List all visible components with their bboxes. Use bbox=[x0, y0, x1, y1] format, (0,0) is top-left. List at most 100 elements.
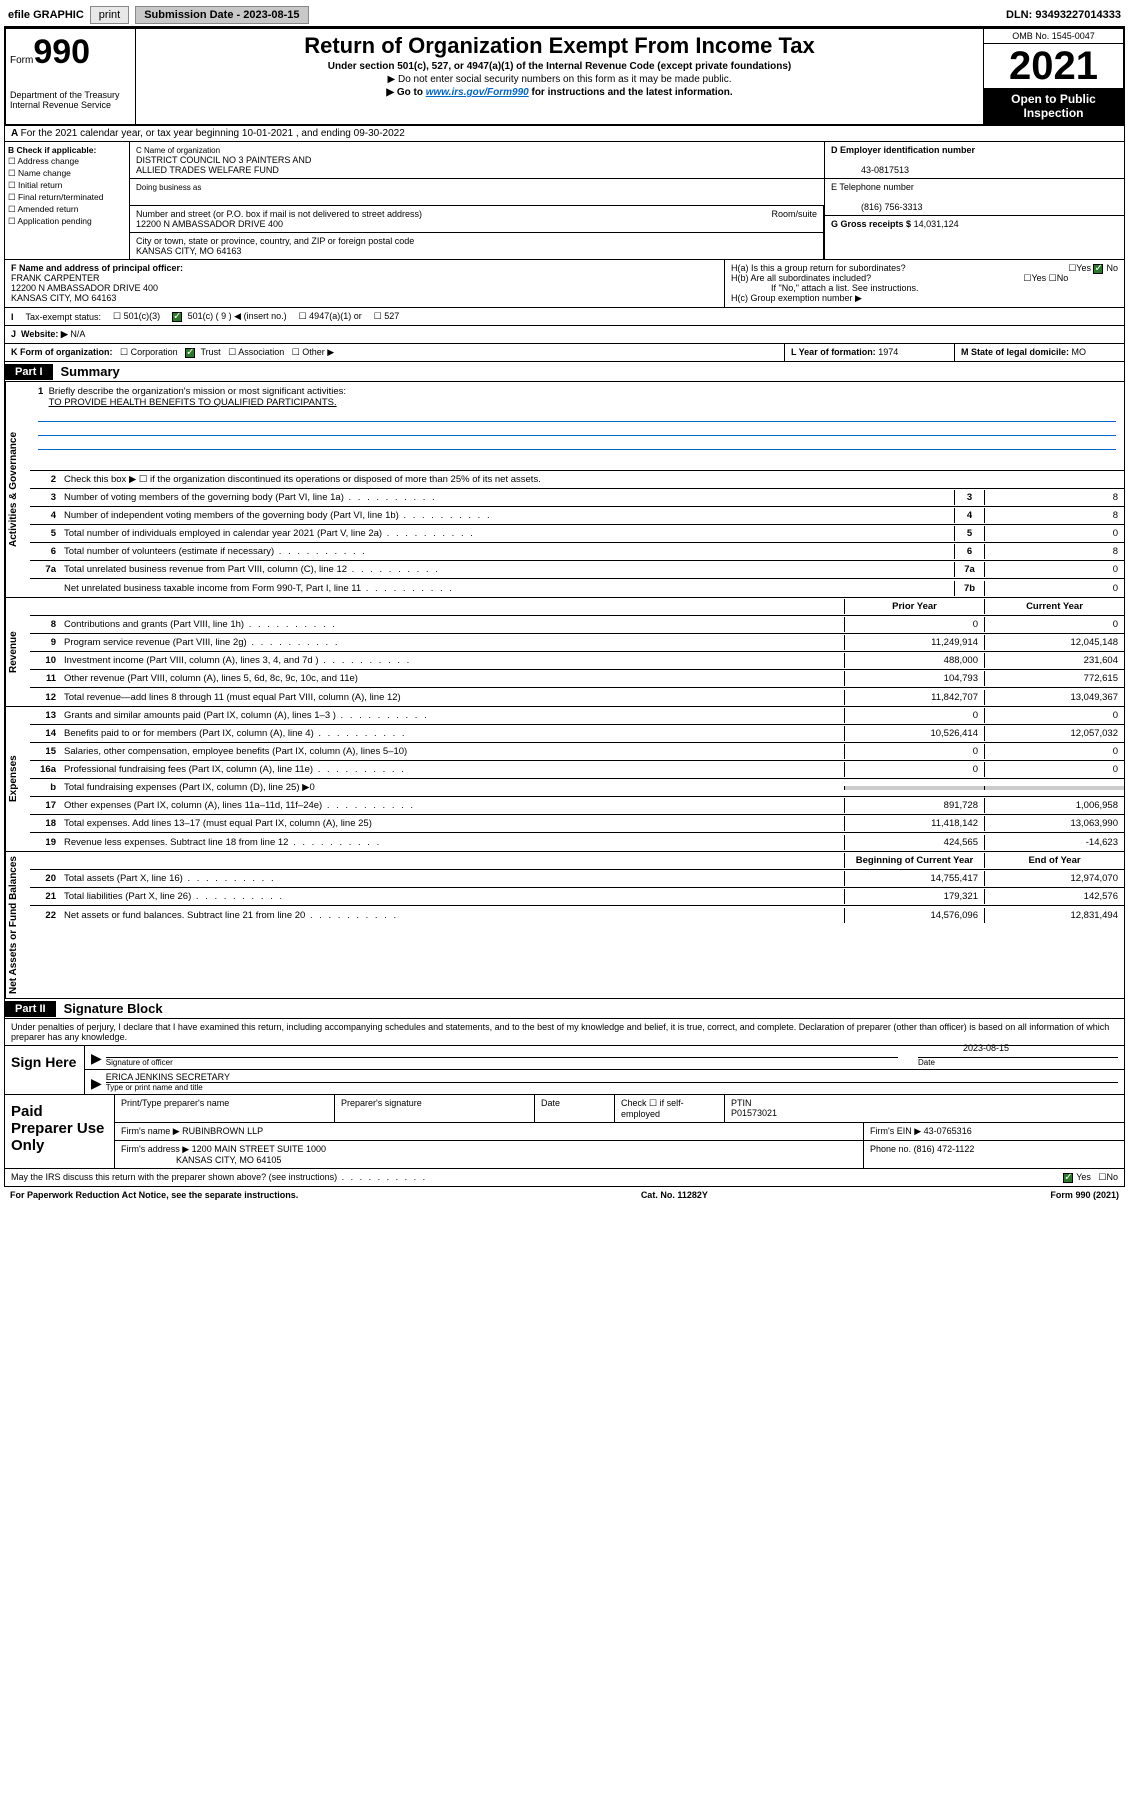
street-address: 12200 N AMBASSADOR DRIVE 400 bbox=[136, 219, 283, 229]
officer-name: FRANK CARPENTER bbox=[11, 273, 100, 283]
sign-here-label: Sign Here bbox=[5, 1046, 85, 1094]
current-year-hdr: Current Year bbox=[984, 599, 1124, 614]
final-return-check[interactable]: ☐ Final return/terminated bbox=[8, 192, 126, 203]
org-name: DISTRICT COUNCIL NO 3 PAINTERS AND bbox=[136, 155, 311, 165]
line-2: Check this box ▶ ☐ if the organization d… bbox=[60, 472, 1124, 487]
self-employed-hdr: Check ☐ if self-employed bbox=[615, 1095, 725, 1122]
line-8: Contributions and grants (Part VIII, lin… bbox=[60, 617, 844, 632]
irs-link[interactable]: www.irs.gov/Form990 bbox=[426, 87, 529, 98]
line-21: Total liabilities (Part X, line 26) bbox=[60, 889, 844, 904]
firm-phone: (816) 472-1122 bbox=[914, 1144, 975, 1154]
officer-city: KANSAS CITY, MO 64163 bbox=[11, 293, 116, 303]
ein-value: 43-0817513 bbox=[861, 165, 909, 175]
discuss-row: May the IRS discuss this return with the… bbox=[4, 1169, 1125, 1187]
city-label: City or town, state or province, country… bbox=[136, 236, 414, 246]
line-3: Number of voting members of the governin… bbox=[60, 490, 954, 505]
net-assets-vlabel: Net Assets or Fund Balances bbox=[5, 852, 30, 998]
form-title: Return of Organization Exempt From Incom… bbox=[144, 33, 975, 59]
officer-group-row: F Name and address of principal officer:… bbox=[4, 260, 1125, 308]
street-label: Number and street (or P.O. box if mail i… bbox=[136, 209, 422, 219]
preparer-sig-hdr: Preparer's signature bbox=[335, 1095, 535, 1122]
revenue-section: Revenue Prior YearCurrent Year 8Contribu… bbox=[4, 598, 1125, 707]
line-4: Number of independent voting members of … bbox=[60, 508, 954, 523]
ptin-value: P01573021 bbox=[731, 1108, 777, 1118]
year-formation: 1974 bbox=[878, 347, 898, 357]
form-org-row: K Form of organization: ☐ Corporation Tr… bbox=[4, 344, 1125, 362]
line-17: Other expenses (Part IX, column (A), lin… bbox=[60, 798, 844, 813]
dba-label: Doing business as bbox=[136, 183, 201, 192]
amended-check[interactable]: ☐ Amended return bbox=[8, 204, 126, 215]
line-16b: Total fundraising expenses (Part IX, col… bbox=[60, 780, 844, 795]
line-13: Grants and similar amounts paid (Part IX… bbox=[60, 708, 844, 723]
penalty-declaration: Under penalties of perjury, I declare th… bbox=[5, 1019, 1124, 1045]
trust-check[interactable] bbox=[185, 348, 195, 358]
subordinates-q: H(b) Are all subordinates included? bbox=[731, 273, 871, 283]
line-6: Total number of volunteers (estimate if … bbox=[60, 544, 954, 559]
part1-header: Part I Summary bbox=[4, 362, 1125, 382]
top-toolbar: efile GRAPHIC print Submission Date - 20… bbox=[4, 4, 1125, 27]
dept-label: Department of the Treasury bbox=[10, 90, 131, 100]
ssn-note: ▶ Do not enter social security numbers o… bbox=[144, 74, 975, 85]
app-pending-check[interactable]: ☐ Application pending bbox=[8, 216, 126, 227]
form-number: Form990 bbox=[10, 33, 131, 72]
501c-check[interactable] bbox=[172, 312, 182, 322]
firm-ein: 43-0765316 bbox=[924, 1126, 972, 1136]
revenue-vlabel: Revenue bbox=[5, 598, 30, 706]
begin-year-hdr: Beginning of Current Year bbox=[844, 853, 984, 868]
line-18: Total expenses. Add lines 13–17 (must eq… bbox=[60, 816, 844, 831]
line-15: Salaries, other compensation, employee b… bbox=[60, 744, 844, 759]
form-footer: Form 990 (2021) bbox=[1050, 1190, 1119, 1200]
omb-number: OMB No. 1545-0047 bbox=[984, 29, 1123, 44]
discuss-yes-check[interactable] bbox=[1063, 1173, 1073, 1183]
expenses-section: Expenses 13Grants and similar amounts pa… bbox=[4, 707, 1125, 852]
line-10: Investment income (Part VIII, column (A)… bbox=[60, 653, 844, 668]
name-title-label: Type or print name and title bbox=[106, 1082, 1118, 1092]
efile-label: efile GRAPHIC bbox=[8, 9, 84, 21]
phone-value: (816) 756-3313 bbox=[861, 202, 923, 212]
phone-label: E Telephone number bbox=[831, 182, 914, 192]
line-16a: Professional fundraising fees (Part IX, … bbox=[60, 762, 844, 777]
governance-vlabel: Activities & Governance bbox=[5, 382, 30, 597]
website-value: N/A bbox=[70, 329, 85, 339]
entity-info: B Check if applicable: ☐ Address change … bbox=[4, 142, 1125, 260]
officer-label: F Name and address of principal officer: bbox=[11, 263, 183, 273]
dln-label: DLN: 93493227014333 bbox=[1006, 9, 1121, 21]
line-19: Revenue less expenses. Subtract line 18 … bbox=[60, 835, 844, 850]
website-row: J Website: ▶ N/A bbox=[4, 326, 1125, 344]
line-14: Benefits paid to or for members (Part IX… bbox=[60, 726, 844, 741]
preparer-name-hdr: Print/Type preparer's name bbox=[115, 1095, 335, 1122]
tax-status-row: I Tax-exempt status: ☐ 501(c)(3) 501(c) … bbox=[4, 308, 1125, 326]
city-state-zip: KANSAS CITY, MO 64163 bbox=[136, 246, 241, 256]
line-7b: Net unrelated business taxable income fr… bbox=[60, 581, 954, 596]
line-11: Other revenue (Part VIII, column (A), li… bbox=[60, 671, 844, 686]
mission-answer: TO PROVIDE HEALTH BENEFITS TO QUALIFIED … bbox=[49, 397, 337, 408]
preparer-block: Paid Preparer Use Only Print/Type prepar… bbox=[4, 1095, 1125, 1169]
attach-list-note: If "No," attach a list. See instructions… bbox=[771, 283, 918, 293]
name-arrow-icon bbox=[91, 1075, 106, 1092]
end-year-hdr: End of Year bbox=[984, 853, 1124, 868]
print-button[interactable]: print bbox=[90, 6, 129, 24]
cat-number: Cat. No. 11282Y bbox=[641, 1190, 708, 1200]
paid-preparer-label: Paid Preparer Use Only bbox=[5, 1095, 115, 1168]
state-domicile: MO bbox=[1072, 347, 1087, 357]
pra-notice: For Paperwork Reduction Act Notice, see … bbox=[10, 1190, 298, 1200]
name-change-check[interactable]: ☐ Name change bbox=[8, 168, 126, 179]
line-7a: Total unrelated business revenue from Pa… bbox=[60, 562, 954, 577]
firm-addr: 1200 MAIN STREET SUITE 1000 bbox=[192, 1144, 326, 1154]
discuss-q: May the IRS discuss this return with the… bbox=[11, 1172, 1063, 1183]
footer: For Paperwork Reduction Act Notice, see … bbox=[4, 1187, 1125, 1203]
addr-change-check[interactable]: ☐ Address change bbox=[8, 156, 126, 167]
check-applicable-label: B Check if applicable: bbox=[8, 145, 96, 155]
ein-label: D Employer identification number bbox=[831, 145, 975, 155]
firm-name: RUBINBROWN LLP bbox=[182, 1126, 263, 1136]
form-subtitle: Under section 501(c), 527, or 4947(a)(1)… bbox=[144, 61, 975, 72]
sig-date: 2023-08-15 bbox=[963, 1043, 1009, 1053]
room-label: Room/suite bbox=[771, 209, 817, 219]
line-5: Total number of individuals employed in … bbox=[60, 526, 954, 541]
line-9: Program service revenue (Part VIII, line… bbox=[60, 635, 844, 650]
tax-year: 2021 bbox=[984, 44, 1123, 88]
ha-no-check[interactable] bbox=[1093, 264, 1103, 274]
sig-officer-label: Signature of officer bbox=[106, 1057, 898, 1067]
officer-addr: 12200 N AMBASSADOR DRIVE 400 bbox=[11, 283, 158, 293]
initial-return-check[interactable]: ☐ Initial return bbox=[8, 180, 126, 191]
